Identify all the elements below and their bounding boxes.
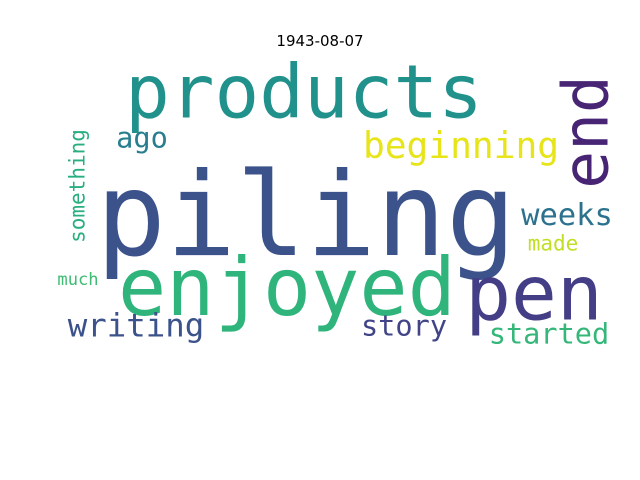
word-products: products <box>125 49 483 136</box>
word-beginning: beginning <box>363 124 559 167</box>
word-ago: ago <box>116 120 168 154</box>
word-made: made <box>528 232 579 256</box>
word-weeks: weeks <box>521 198 613 233</box>
word-writing: writing <box>68 307 205 345</box>
word-story: story <box>361 308 447 342</box>
word-pen: pen <box>465 248 603 337</box>
word-piling: piling <box>96 148 516 283</box>
word-something: something <box>66 129 90 243</box>
chart-title: 1943-08-07 <box>276 32 364 50</box>
word-enjoyed: enjoyed <box>118 241 456 334</box>
word-much: much <box>57 270 98 290</box>
word-started: started <box>489 316 610 350</box>
word-end: end <box>550 75 623 189</box>
